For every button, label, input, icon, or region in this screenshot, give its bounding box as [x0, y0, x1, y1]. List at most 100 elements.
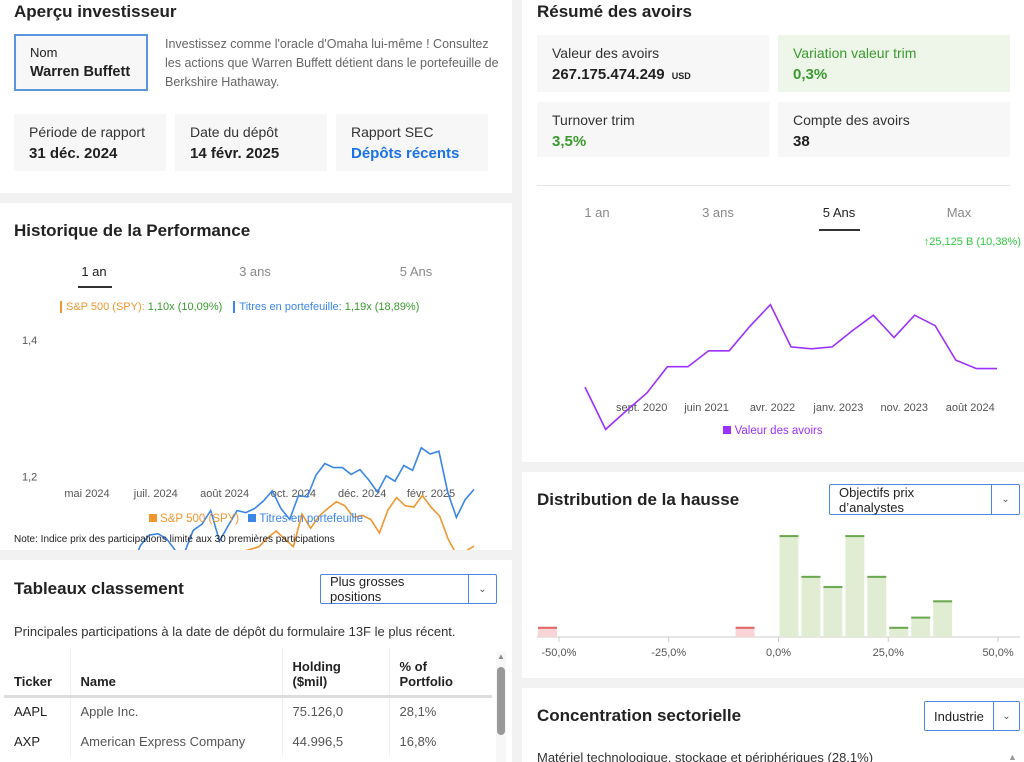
histogram-bar-cap — [867, 575, 887, 578]
upside-histogram: -50,0% -25,0% 0,0% 25,0% 50,0% — [537, 535, 1020, 659]
series-line-s-p-500-spy- — [244, 494, 475, 550]
col-holding[interactable]: Holding ($mil) — [282, 648, 390, 696]
histogram-bar — [801, 575, 821, 637]
name-label: Nom — [30, 45, 58, 60]
histogram-bar — [933, 600, 953, 637]
histogram-bar — [779, 535, 799, 637]
sector-dropdown[interactable]: Industrie ⌄ — [924, 701, 1020, 731]
col-percent[interactable]: % of Portfolio — [399, 658, 453, 689]
histogram-bar-cap — [735, 626, 755, 629]
card-value: 31 déc. 2024 — [29, 145, 118, 162]
quarterly-change-card: Variation valeur trim 0,3% — [778, 35, 1010, 92]
card-value: 3,5% — [552, 133, 587, 150]
sector-item[interactable]: Matériel technologique, stockage et péri… — [537, 750, 874, 762]
card-label: Variation valeur trim — [793, 45, 917, 61]
x-tick-label: -50,0% — [542, 647, 577, 659]
performance-title: Historique de la Performance — [14, 221, 251, 240]
x-tick-label: -25,0% — [651, 647, 686, 659]
cell-percent: 16,8% — [399, 733, 437, 749]
holdings-tab-max[interactable]: Max — [946, 205, 972, 220]
spy-summary-name: S&P 500 (SPY): — [60, 301, 145, 313]
scrollbar-thumb[interactable] — [497, 667, 505, 735]
histogram-bar — [823, 586, 843, 637]
overview-title: Aperçu investisseur — [14, 2, 177, 21]
chevron-down-icon: ⌄ — [478, 583, 487, 595]
histogram-bar — [867, 575, 887, 637]
table-row[interactable]: AAPL Apple Inc. 75.126,0 28,1% — [4, 696, 492, 726]
y-tick-label: 1,4 — [22, 335, 37, 347]
dropdown-label: Plus grosses positions — [321, 574, 469, 604]
x-tick-label: 50,0% — [982, 647, 1013, 659]
investor-name-box: Nom Warren Buffett — [14, 34, 148, 91]
col-ticker[interactable]: Ticker — [4, 648, 71, 696]
histogram-bar-cap — [933, 600, 953, 603]
x-tick-label: mai 2024 — [64, 488, 109, 500]
dropdown-label: Objectifs prix d’analystes — [830, 485, 992, 515]
rankings-dropdown[interactable]: Plus grosses positions ⌄ — [320, 574, 497, 604]
x-tick-label: déc. 2024 — [338, 488, 386, 500]
card-label: Valeur des avoirs — [552, 45, 660, 61]
table-row[interactable]: AXP American Express Company 44.996,5 16,8% — [4, 726, 492, 756]
name-value: Warren Buffett — [30, 64, 131, 80]
x-tick-label: sept. 2020 — [616, 402, 667, 414]
histogram-bar-cap — [823, 586, 843, 589]
cell-percent: 28,1% — [399, 704, 437, 720]
chevron-down-icon: ⌄ — [1002, 710, 1011, 722]
card-value: 14 févr. 2025 — [190, 145, 280, 162]
col-name[interactable]: Name — [70, 648, 283, 696]
scroll-up-icon[interactable]: ▲ — [1008, 752, 1017, 762]
distribution-dropdown[interactable]: Objectifs prix d’analystes ⌄ — [829, 484, 1020, 515]
cell-holding: 75.126,0 — [282, 696, 390, 726]
histogram-bar-cap — [538, 626, 557, 629]
table-scrollbar[interactable]: ▲ — [496, 652, 506, 762]
y-tick-label: 1,2 — [22, 471, 37, 483]
card-value: 267.175.474.249 USD — [552, 66, 691, 83]
rankings-panel: Tableaux classement Plus grosses positio… — [0, 560, 512, 762]
perf-tab-1y[interactable]: 1 an — [81, 264, 107, 279]
card-label: Turnover trim — [552, 112, 635, 128]
card-label: Compte des avoirs — [793, 112, 910, 128]
sector-title: Concentration sectorielle — [537, 706, 742, 725]
x-tick-label: août 2024 — [946, 402, 995, 414]
histogram-bar-cap — [889, 626, 909, 629]
x-tick-label: avr. 2022 — [750, 402, 795, 414]
divider — [537, 185, 1010, 186]
portfolio-summary-value: 1,19x (18,89%) — [344, 301, 420, 313]
perf-tab-3y[interactable]: 3 ans — [239, 264, 271, 279]
holdings-tab-5y[interactable]: 5 Ans — [822, 205, 856, 220]
arrow-up-icon: ↑ — [923, 236, 930, 248]
recent-filings-link[interactable]: Dépôts récents — [351, 145, 460, 162]
holdings-table: Ticker Name Holding ($mil) % of Portfoli… — [4, 648, 492, 756]
cell-ticker: AAPL — [4, 696, 71, 726]
x-tick-label: 0,0% — [766, 647, 791, 659]
holdings-tab-3y[interactable]: 3 ans — [702, 205, 734, 220]
histogram-bar-cap — [845, 535, 865, 538]
spy-summary-value: 1,10x (10,09%) — [147, 301, 223, 313]
active-tab-underline — [78, 286, 112, 288]
holdings-value-card: Valeur des avoirs 267.175.474.249 USD — [537, 35, 769, 92]
holdings-summary-panel: Résumé des avoirs Valeur des avoirs 267.1… — [522, 0, 1024, 462]
x-tick-label: juil. 2024 — [133, 488, 178, 500]
holdings-count-card: Compte des avoirs 38 — [778, 102, 1010, 157]
active-tab-underline — [819, 229, 860, 231]
histogram-bar — [889, 626, 909, 637]
x-tick-label: août 2024 — [200, 488, 249, 500]
holdings-tab-1y[interactable]: 1 an — [584, 205, 610, 220]
x-tick-label: nov. 2023 — [881, 402, 929, 414]
overview-description: Investissez comme l'oracle d'Omaha lui-m… — [165, 37, 499, 89]
perf-tab-5y[interactable]: 5 Ans — [399, 264, 433, 279]
chevron-down-icon: ⌄ — [1001, 494, 1010, 505]
histogram-bar — [538, 626, 557, 637]
x-tick-label: janv. 2023 — [812, 402, 863, 414]
x-tick-label: 25,0% — [873, 647, 904, 659]
histogram-bar — [845, 535, 865, 637]
portfolio-summary-name: Titres en portefeuille: — [233, 301, 342, 313]
holdings-summary-title: Résumé des avoirs — [537, 2, 692, 21]
performance-note: Note: Indice prix des participations lim… — [14, 534, 335, 545]
cell-ticker: AXP — [4, 726, 71, 756]
scroll-up-icon[interactable]: ▲ — [497, 652, 505, 661]
legend-spy: S&P 500 (SPY) — [148, 513, 239, 525]
legend-portfolio: Titres en portefeuille — [248, 513, 363, 525]
histogram-bar-cap — [779, 535, 799, 538]
